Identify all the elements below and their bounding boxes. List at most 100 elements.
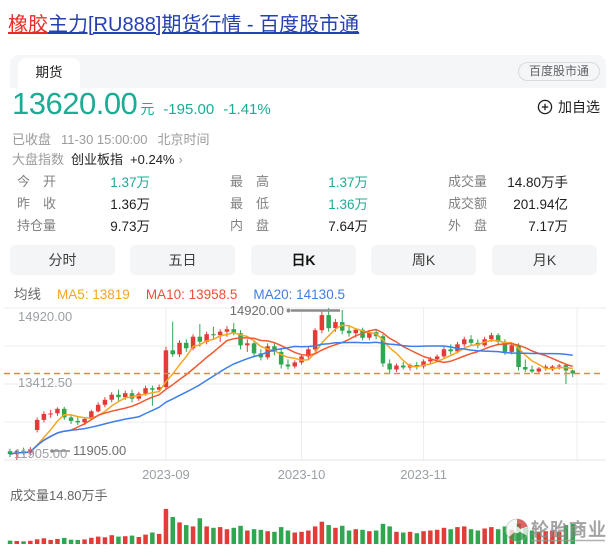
candle [333,322,338,329]
volume-bar [414,533,420,544]
volume-bar [529,530,535,544]
stat-value-high: 1.37万 [328,175,368,190]
tab-minute[interactable]: 分时 [10,245,115,275]
y-axis-label-max: 14920.00 [18,309,72,324]
stat-label-open-interest: 持仓量 [17,218,57,233]
volume-bar [34,539,40,544]
volume-bar [326,525,331,544]
source-badge[interactable]: 百度股市通 [517,62,600,81]
candle [401,365,406,368]
candle [306,349,311,357]
candle [177,342,182,355]
x-axis-label: 2023-09 [142,467,190,482]
candle [143,388,148,394]
candle [48,413,53,415]
volume-bar [14,541,19,544]
candle [116,394,121,398]
stat-label-prev-close: 昨 收 [17,196,57,211]
x-axis-label: 2023-11 [400,467,447,482]
candle [163,350,169,388]
watermark-text: 轮胎商业 [531,519,607,540]
volume-bar [292,532,297,544]
volume-bar [177,522,182,544]
candle [428,359,433,362]
volume-bar [68,539,74,544]
candlestick-chart[interactable]: 2023-09 2023-10 2023-11 14920.00 13412.50 119… [0,302,616,556]
volume-bar [258,529,264,544]
y-axis-label-min: 11905.00 [14,446,67,461]
volume-bar [136,537,142,544]
volume-bar [346,530,352,544]
candle [204,334,209,342]
watermark: 轮胎商业 [505,518,607,542]
volume-bar [21,541,26,544]
tab-monthly-k[interactable]: 月K [492,245,597,275]
volume-bar [217,527,223,544]
tab-five-day[interactable]: 五日 [130,245,235,275]
market-index-row[interactable]: 大盘指数 创业板指 +0.24% › [12,149,183,168]
volume-bar [550,530,555,544]
chevron-right-icon: › [178,152,183,167]
volume-bar [170,517,175,544]
stat-label-inner-volume: 内 盘 [230,218,270,233]
add-watchlist-label: 加自选 [558,99,600,115]
ma20-line [9,341,573,455]
timezone-label: 北京时间 [157,132,210,147]
last-price: 13620.00 [12,86,138,121]
ma-legend-label: 均线 [14,287,41,302]
volume-bar [319,521,325,544]
candle [184,342,189,349]
volume-bar [41,538,47,544]
candle [556,365,562,367]
candle [326,315,331,329]
tab-futures[interactable]: 期货 [18,58,80,88]
tab-weekly-k[interactable]: 周K [371,245,476,275]
volume-bar [109,535,114,544]
tab-daily-k[interactable]: 日K [251,245,356,275]
candle [62,408,67,418]
stat-value-low: 1.36万 [328,197,368,212]
volume-bar [238,525,243,544]
ma5-value: MA5: 13819 [57,287,130,302]
volume-bar [312,526,318,544]
volume-bar [434,529,440,544]
candle [41,413,47,420]
stat-label-turnover: 成交额 [448,196,488,211]
candle [319,315,325,331]
candle [170,350,175,355]
candle [516,345,521,367]
add-watchlist-button[interactable]: 加自选 [537,97,600,117]
volume-bar [163,508,169,544]
candle [441,349,447,357]
volume-bar [380,523,386,545]
volume-bar [563,525,569,544]
volume-bar [129,535,135,544]
title-highlight: 橡胶 [8,14,48,36]
candle [414,365,420,367]
stat-label-volume: 成交量 [448,174,488,189]
ma20-value: MA20: 14130.5 [253,287,345,302]
volume-bar [272,531,277,544]
stat-value-open-interest: 9.73万 [110,219,150,234]
result-title-link[interactable]: 橡胶主力[RU888]期货行情 - 百度股市通 [8,12,359,38]
candle [346,330,352,334]
stat-label-low: 最 低 [230,196,270,211]
volume-bar [489,527,494,544]
volume-bar [224,529,230,545]
candle [421,361,426,367]
volume-bar [89,537,94,544]
volume-bar [7,540,13,544]
volume-bar [204,526,209,544]
volume-bar [285,530,291,544]
candle [448,349,453,352]
candle [109,394,114,400]
low-annotation: 11905.00 [73,443,126,458]
volume-bar [116,536,121,544]
stat-label-outer-volume: 外 盘 [448,218,488,233]
volume-bar [143,534,148,545]
volume-bar [401,532,406,544]
candle [468,339,474,343]
volume-bar [353,529,358,545]
candle [95,404,101,412]
